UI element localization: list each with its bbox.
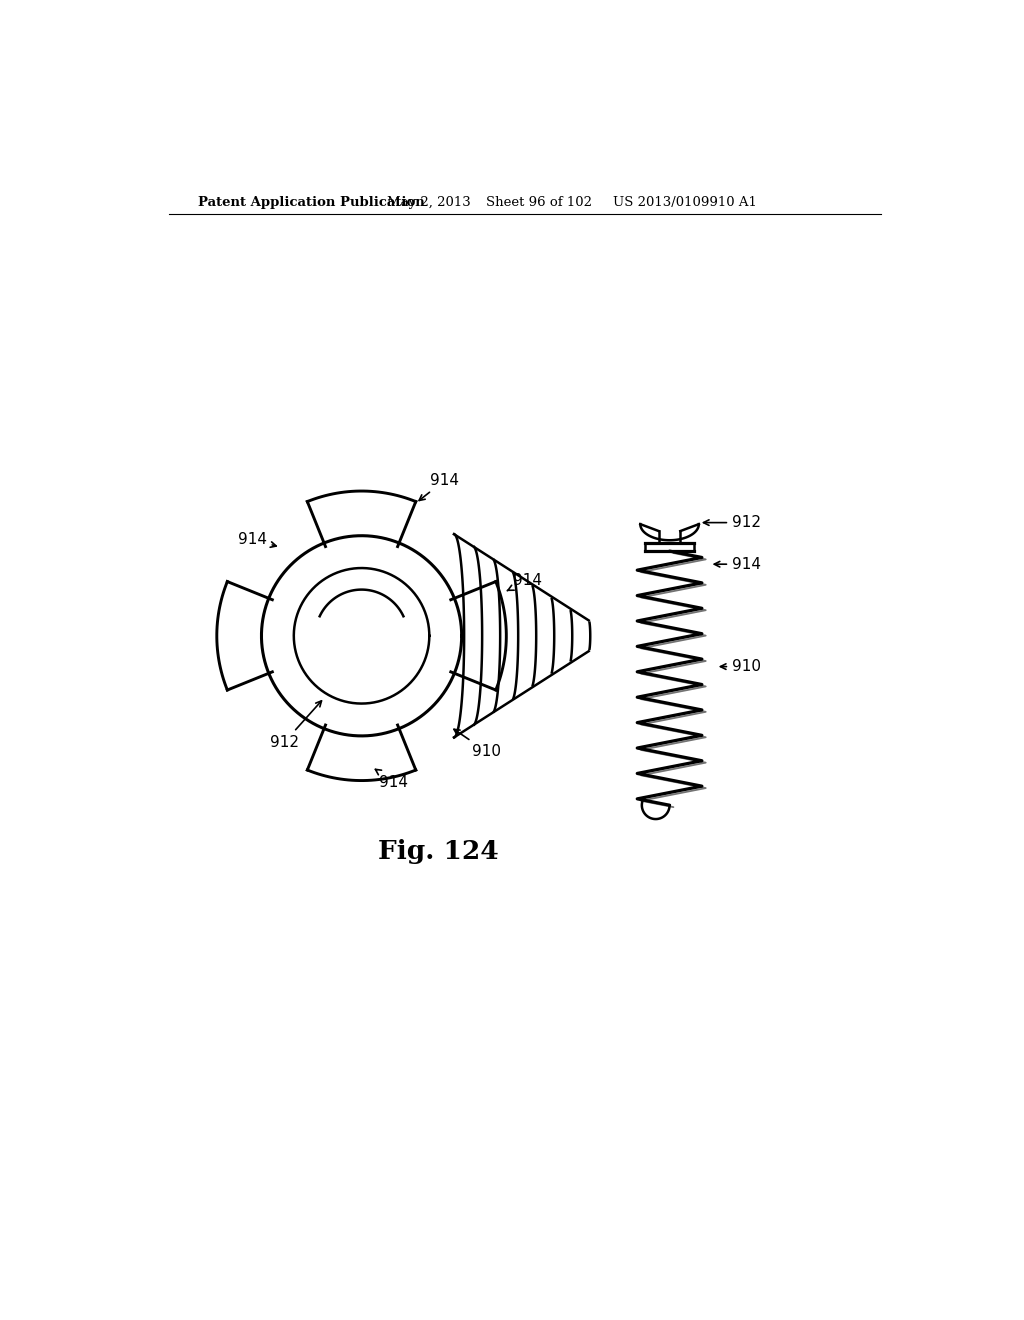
Text: 914: 914 xyxy=(419,473,459,500)
Text: May 2, 2013: May 2, 2013 xyxy=(387,195,471,209)
Text: 912: 912 xyxy=(270,701,322,750)
Text: Fig. 124: Fig. 124 xyxy=(378,840,499,863)
Text: US 2013/0109910 A1: US 2013/0109910 A1 xyxy=(613,195,757,209)
Text: Patent Application Publication: Patent Application Publication xyxy=(199,195,425,209)
Text: 914: 914 xyxy=(715,557,761,572)
Text: 914: 914 xyxy=(376,770,409,789)
Text: 912: 912 xyxy=(703,515,761,531)
Text: 910: 910 xyxy=(721,659,761,675)
Text: 910: 910 xyxy=(454,729,501,759)
Text: 914: 914 xyxy=(238,532,276,548)
Text: 914: 914 xyxy=(507,573,542,590)
Text: Sheet 96 of 102: Sheet 96 of 102 xyxy=(485,195,592,209)
